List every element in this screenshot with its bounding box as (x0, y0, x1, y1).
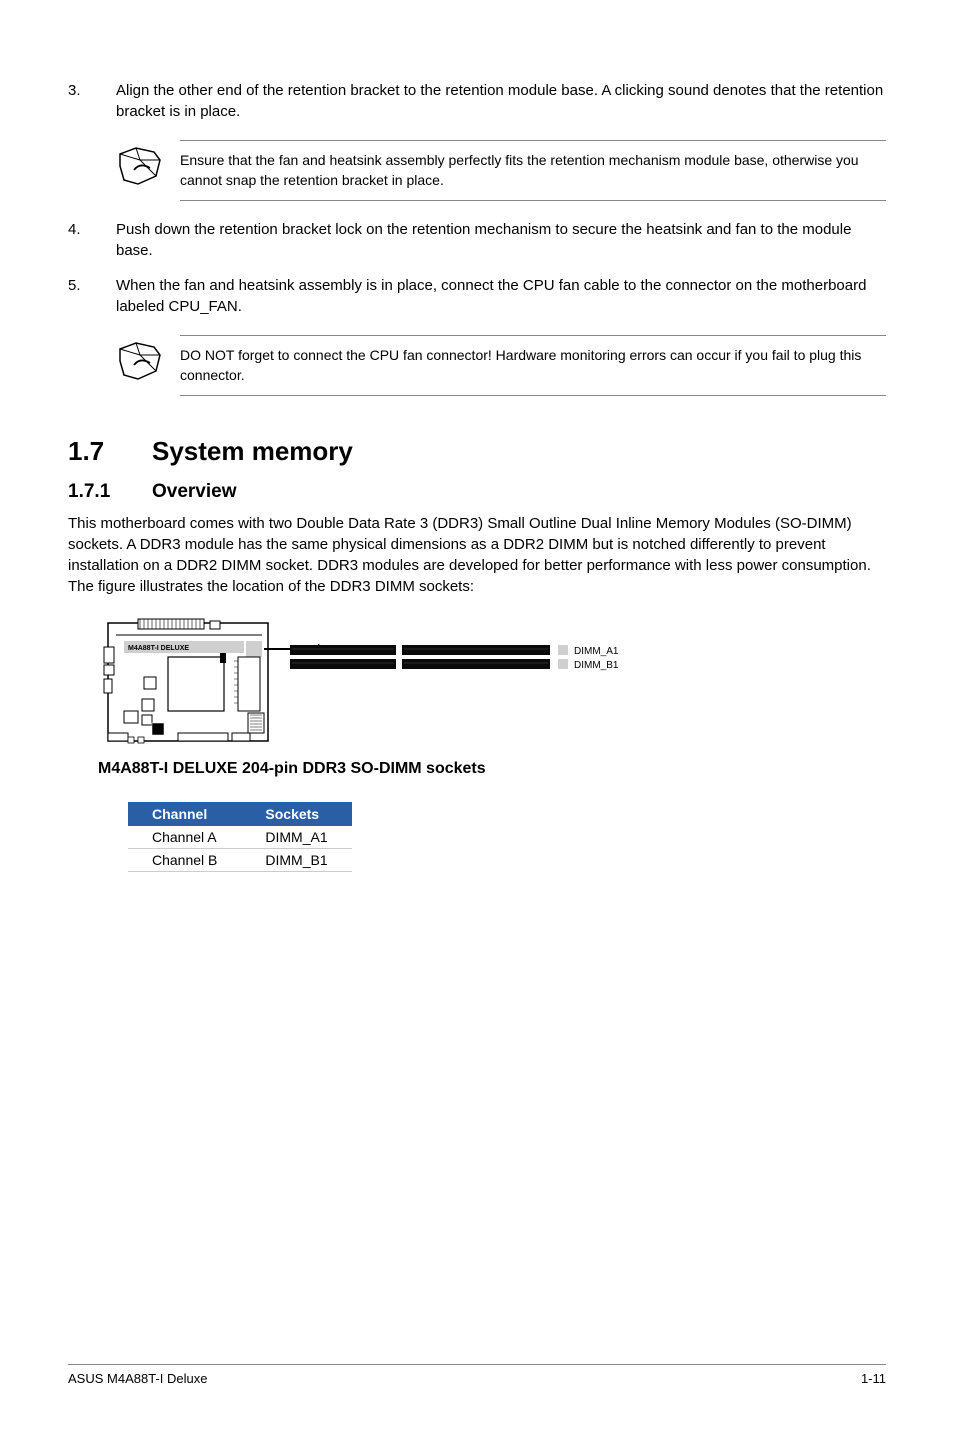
item-text: Push down the retention bracket lock on … (116, 219, 886, 261)
list-item-3: 3. Align the other end of the retention … (68, 80, 886, 122)
note-icon (116, 146, 162, 191)
cell-socket: DIMM_B1 (241, 849, 351, 872)
section-title: System memory (152, 436, 353, 466)
dimm-diagram: M4A88T-I DELUXE (98, 617, 886, 752)
table-header-row: Channel Sockets (128, 802, 352, 826)
section-heading: 1.7System memory (68, 436, 886, 467)
note-text: DO NOT forget to connect the CPU fan con… (180, 335, 886, 396)
dimm-a-label: DIMM_A1 (574, 646, 619, 657)
item-text: When the fan and heatsink assembly is in… (116, 275, 886, 317)
item-number: 3. (68, 80, 116, 122)
channel-table: Channel Sockets Channel A DIMM_A1 Channe… (128, 802, 352, 872)
cell-channel: Channel A (128, 826, 241, 849)
list-item-5: 5. When the fan and heatsink assembly is… (68, 275, 886, 317)
subsection-title: Overview (152, 481, 237, 502)
subsection-heading: 1.7.1Overview (68, 481, 886, 503)
table-row: Channel B DIMM_B1 (128, 849, 352, 872)
table-row: Channel A DIMM_A1 (128, 826, 352, 849)
note-text: Ensure that the fan and heatsink assembl… (180, 140, 886, 201)
diagram-caption: M4A88T-I DELUXE 204-pin DDR3 SO-DIMM soc… (98, 760, 886, 778)
col-channel: Channel (128, 802, 241, 826)
note-icon (116, 341, 162, 386)
note-block: DO NOT forget to connect the CPU fan con… (116, 335, 886, 396)
dimm-b-label: DIMM_B1 (574, 660, 619, 671)
item-number: 5. (68, 275, 116, 317)
col-sockets: Sockets (241, 802, 351, 826)
overview-paragraph: This motherboard comes with two Double D… (68, 513, 886, 597)
cell-socket: DIMM_A1 (241, 826, 351, 849)
item-text: Align the other end of the retention bra… (116, 80, 886, 122)
page-footer: ASUS M4A88T-I Deluxe 1-11 (68, 1364, 886, 1386)
note-block: Ensure that the fan and heatsink assembl… (116, 140, 886, 201)
subsection-number: 1.7.1 (68, 481, 152, 503)
section-number: 1.7 (68, 436, 152, 467)
list-item-4: 4. Push down the retention bracket lock … (68, 219, 886, 261)
cell-channel: Channel B (128, 849, 241, 872)
footer-left: ASUS M4A88T-I Deluxe (68, 1371, 207, 1386)
footer-right: 1-11 (861, 1371, 886, 1386)
item-number: 4. (68, 219, 116, 261)
board-label: M4A88T-I DELUXE (128, 645, 189, 652)
